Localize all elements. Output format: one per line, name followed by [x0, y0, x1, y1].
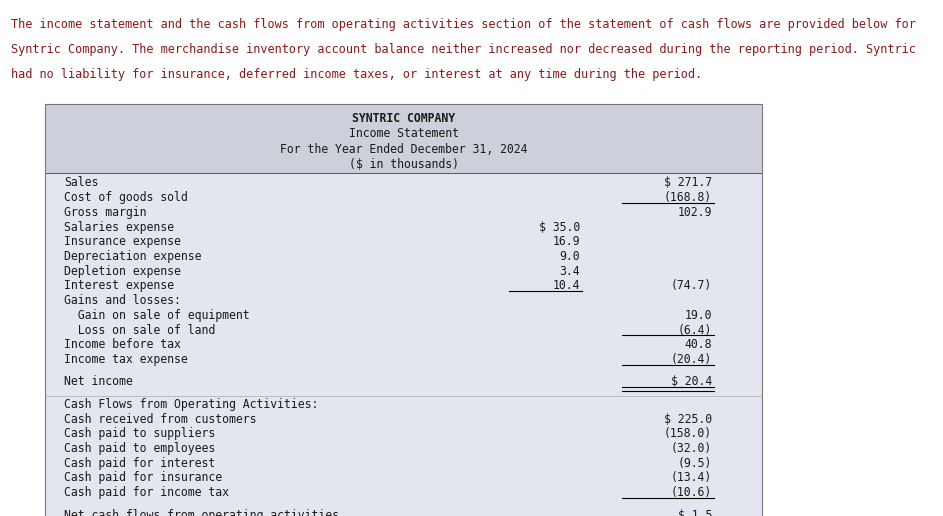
Text: Depletion expense: Depletion expense: [64, 265, 181, 278]
Text: (168.8): (168.8): [664, 191, 712, 204]
FancyBboxPatch shape: [45, 173, 762, 516]
Text: Cash paid for insurance: Cash paid for insurance: [64, 472, 223, 485]
Text: 10.4: 10.4: [553, 280, 580, 293]
Text: Gross margin: Gross margin: [64, 206, 146, 219]
Text: 9.0: 9.0: [559, 250, 580, 263]
Text: SYNTRIC COMPANY: SYNTRIC COMPANY: [352, 112, 455, 125]
Text: Income tax expense: Income tax expense: [64, 353, 188, 366]
Text: $ 225.0: $ 225.0: [664, 413, 712, 426]
Text: Syntric Company. The merchandise inventory account balance neither increased nor: Syntric Company. The merchandise invento…: [11, 43, 917, 56]
Text: Cash paid to suppliers: Cash paid to suppliers: [64, 427, 215, 440]
Text: Gain on sale of equipment: Gain on sale of equipment: [64, 309, 250, 322]
Text: (13.4): (13.4): [670, 472, 712, 485]
Text: Interest expense: Interest expense: [64, 280, 174, 293]
Text: ($ in thousands): ($ in thousands): [349, 158, 458, 171]
Text: $ 35.0: $ 35.0: [538, 221, 580, 234]
Text: (32.0): (32.0): [670, 442, 712, 455]
Text: $ 20.4: $ 20.4: [670, 376, 712, 389]
Text: had no liability for insurance, deferred income taxes, or interest at any time d: had no liability for insurance, deferred…: [11, 68, 703, 80]
Text: Cash paid for income tax: Cash paid for income tax: [64, 486, 229, 499]
Text: 3.4: 3.4: [559, 265, 580, 278]
Text: Sales: Sales: [64, 176, 98, 189]
Text: (9.5): (9.5): [678, 457, 712, 470]
Text: Net income: Net income: [64, 376, 133, 389]
Text: Insurance expense: Insurance expense: [64, 235, 181, 248]
Text: For the Year Ended December 31, 2024: For the Year Ended December 31, 2024: [280, 143, 527, 156]
Text: Income before tax: Income before tax: [64, 338, 181, 351]
Text: 19.0: 19.0: [685, 309, 712, 322]
Text: Cash paid for interest: Cash paid for interest: [64, 457, 215, 470]
Text: Net cash flows from operating activities: Net cash flows from operating activities: [64, 509, 339, 516]
Text: $ 271.7: $ 271.7: [664, 176, 712, 189]
Text: Income Statement: Income Statement: [349, 127, 458, 140]
Text: Salaries expense: Salaries expense: [64, 221, 174, 234]
Text: 16.9: 16.9: [553, 235, 580, 248]
Text: 40.8: 40.8: [685, 338, 712, 351]
Text: (10.6): (10.6): [670, 486, 712, 499]
Text: Depreciation expense: Depreciation expense: [64, 250, 202, 263]
Text: The income statement and the cash flows from operating activities section of the: The income statement and the cash flows …: [11, 18, 917, 31]
Text: 102.9: 102.9: [678, 206, 712, 219]
Text: Cash received from customers: Cash received from customers: [64, 413, 256, 426]
Text: (158.0): (158.0): [664, 427, 712, 440]
Text: (6.4): (6.4): [678, 324, 712, 336]
Text: (20.4): (20.4): [670, 353, 712, 366]
FancyBboxPatch shape: [45, 104, 762, 173]
Text: (74.7): (74.7): [670, 280, 712, 293]
Text: Loss on sale of land: Loss on sale of land: [64, 324, 215, 336]
Text: Cost of goods sold: Cost of goods sold: [64, 191, 188, 204]
Text: Cash paid to employees: Cash paid to employees: [64, 442, 215, 455]
Text: Gains and losses:: Gains and losses:: [64, 294, 181, 307]
Text: $ 1.5: $ 1.5: [678, 509, 712, 516]
Text: Cash Flows from Operating Activities:: Cash Flows from Operating Activities:: [64, 398, 319, 411]
